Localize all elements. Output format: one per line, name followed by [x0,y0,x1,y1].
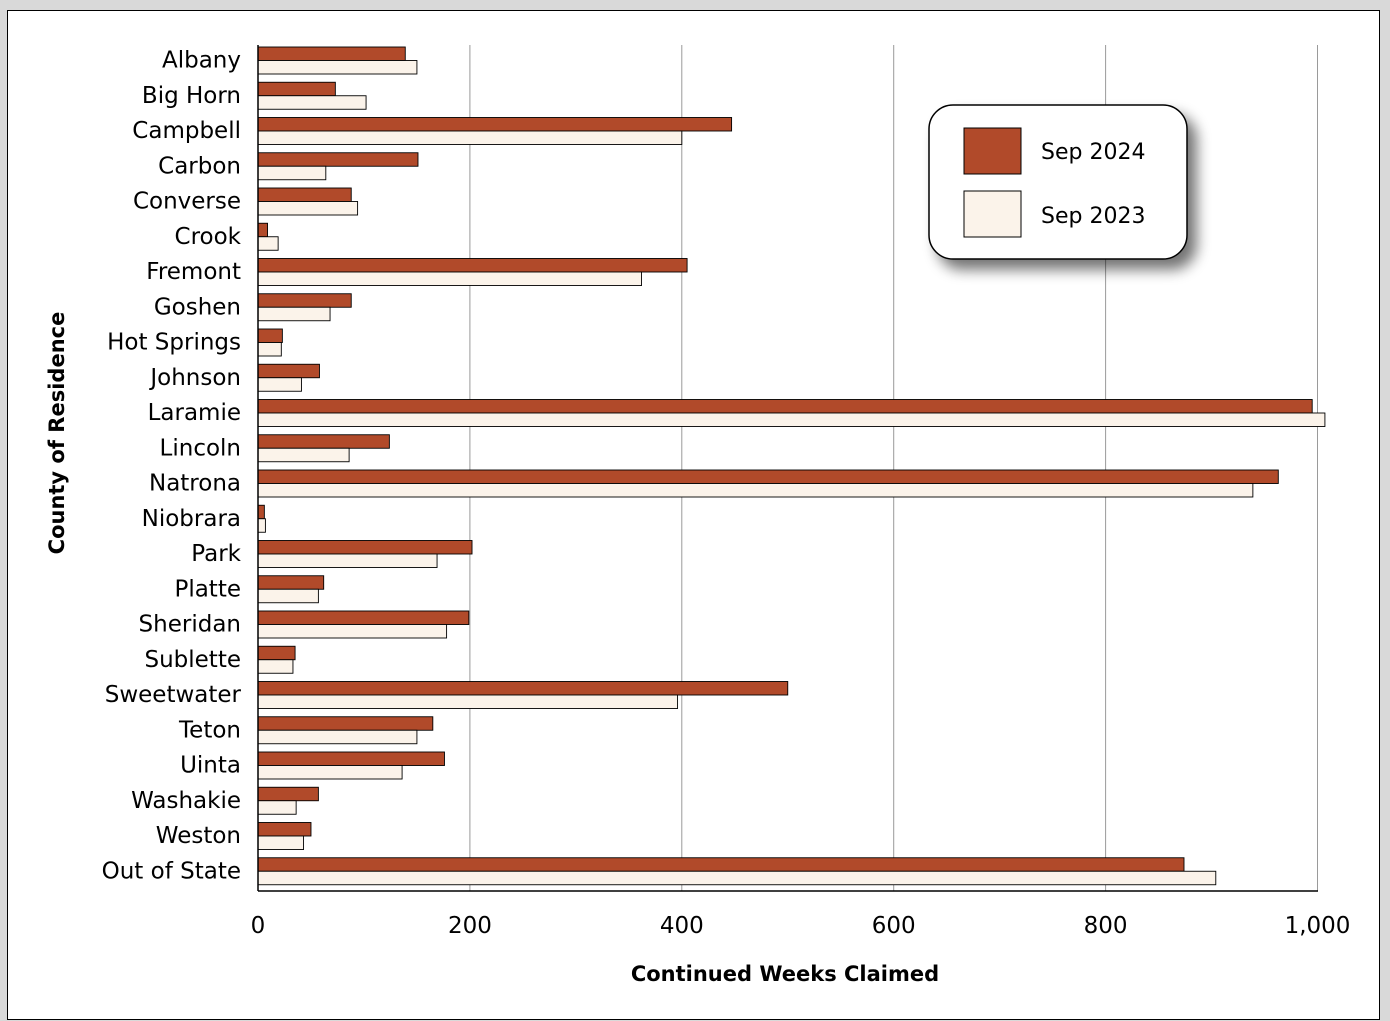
category-label-uinta: Uinta [180,753,241,779]
category-label-out-of-state: Out of State [102,858,241,884]
bar-sep-2023-campbell [257,130,683,145]
category-label-big-horn: Big Horn [142,83,241,109]
category-label-fremont: Fremont [146,259,241,285]
category-label-converse: Converse [133,189,241,215]
bar-sep-2023-sweetwater [257,694,679,709]
bar-sep-2023-sublette [257,659,294,674]
category-labels: Albany Big Horn Campbell Carbon Converse Croo… [102,48,242,885]
bar-sep-2024-park [257,540,473,555]
axes [257,45,1318,892]
bar-sep-2024-big-horn [257,81,336,97]
bar-sep-2023-platte [257,588,319,604]
bar-sep-2024-goshen [257,293,352,308]
bar-sep-2024-platte [257,575,325,590]
legend-swatch-sep-2023 [963,190,1022,238]
bar-sep-2024-sheridan [257,610,470,625]
bar-sep-2024-teton [257,716,434,731]
category-label-sublette: Sublette [144,647,241,673]
bar-sep-2023-washakie [257,800,297,815]
bar-sep-2023-park [257,553,438,568]
bar-sep-2024-converse [257,187,352,202]
category-label-platte: Platte [174,576,241,602]
bar-sep-2024-albany [257,46,406,61]
bar-sep-2024-niobrara [257,504,265,520]
bar-sep-2023-converse [257,201,359,216]
bar-sep-2023-teton [257,729,418,745]
bar-sep-2023-goshen [257,306,331,322]
category-label-weston: Weston [156,823,241,849]
x-tick-label-600: 600 [872,913,916,939]
bar-sep-2023-carbon [257,165,327,181]
gridlines [469,45,1318,891]
category-label-johnson: Johnson [148,365,241,391]
legend-label-sep-2024: Sep 2024 [1041,140,1145,165]
x-tick-label-200: 200 [448,913,492,939]
category-label-park: Park [191,541,241,567]
bar-sep-2024-natrona [257,469,1279,484]
bar-sep-2024-sublette [257,645,296,661]
category-label-lincoln: Lincoln [160,435,241,461]
bar-sep-2023-big-horn [257,95,367,110]
bar-sep-2023-out-of-state [257,870,1217,886]
bar-sep-2023-crook [257,236,279,251]
bar-sep-2023-uinta [257,765,403,780]
category-label-campbell: Campbell [132,118,241,144]
bar-sep-2024-weston [257,822,312,837]
x-tick-label-400: 400 [660,913,704,939]
bar-sep-2024-laramie [257,399,1313,414]
category-label-crook: Crook [175,224,242,250]
bar-sep-2023-lincoln [257,447,350,463]
bar-sep-2024-washakie [257,786,319,802]
bar-sep-2023-natrona [257,483,1254,498]
bar-sep-2024-fremont [257,258,688,273]
bar-sep-2023-johnson [257,377,302,392]
bar-sep-2024-out-of-state [257,857,1185,872]
bar-sep-2024-sweetwater [257,681,789,696]
bar-sep-2023-fremont [257,271,642,286]
bar-sep-2024-campbell [257,117,733,132]
bar-sep-2024-carbon [257,152,419,167]
legend-label-sep-2023: Sep 2023 [1041,204,1145,229]
bar-sep-2023-niobrara [257,518,266,533]
category-label-laramie: Laramie [148,400,241,426]
category-label-sweetwater: Sweetwater [105,682,242,708]
category-label-natrona: Natrona [149,471,241,497]
x-tick-label-1000: 1,000 [1285,913,1351,939]
bar-sep-2023-weston [257,835,305,850]
bar-sep-2023-sheridan [257,624,448,639]
category-label-goshen: Goshen [154,294,241,320]
category-label-hot-springs: Hot Springs [107,330,241,356]
bar-sep-2023-laramie [257,412,1326,427]
legend: Sep 2024 Sep 2023 [928,104,1188,260]
bar-sep-2023-hot-springs [257,342,282,357]
bar-chart: Albany Big Horn Campbell Carbon Converse Croo… [45,45,1351,986]
x-tick-label-0: 0 [251,913,266,939]
bar-sep-2024-crook [257,222,268,238]
bar-sep-2024-uinta [257,751,445,766]
category-label-teton: Teton [178,717,241,743]
category-label-washakie: Washakie [131,788,241,814]
legend-swatch-sep-2024 [963,127,1022,175]
bar-sep-2023-albany [257,60,418,75]
x-tick-labels: 0 200 400 600 800 1,000 [251,913,1351,939]
bar-sep-2024-johnson [257,363,320,379]
category-label-carbon: Carbon [158,153,241,179]
chart-frame: Albany Big Horn Campbell Carbon Converse Croo… [7,10,1380,1020]
category-label-niobrara: Niobrara [142,506,241,532]
category-label-sheridan: Sheridan [139,612,241,638]
y-axis-title: County of Residence [45,312,69,555]
x-tick-label-800: 800 [1084,913,1128,939]
bar-sep-2024-lincoln [257,434,390,449]
x-axis-title: Continued Weeks Claimed [631,962,939,986]
bar-sep-2024-hot-springs [257,328,283,343]
category-label-albany: Albany [162,48,241,74]
